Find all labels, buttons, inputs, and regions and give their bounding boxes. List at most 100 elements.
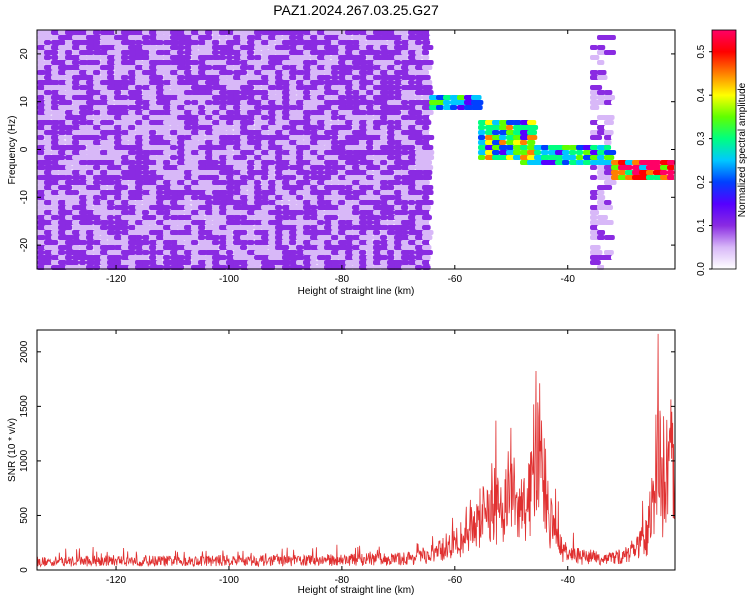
heatmap-cell [121, 225, 129, 230]
heatmap-cell [219, 160, 227, 165]
heatmap-cell [121, 160, 130, 165]
heatmap-cell [219, 55, 227, 60]
heatmap-cell [86, 75, 94, 80]
heatmap-cell [303, 155, 313, 160]
heatmap-cell [513, 120, 522, 125]
heatmap-cell [100, 170, 108, 175]
heatmap-cell [590, 45, 598, 50]
heatmap-cell [604, 140, 612, 145]
heatmap-cell [212, 185, 221, 190]
heatmap-cell [282, 260, 292, 265]
heatmap-cell [212, 240, 220, 245]
heatmap-cell [156, 30, 165, 35]
heatmap-cell [184, 195, 193, 200]
heatmap-cell [247, 65, 256, 70]
heatmap-cell [289, 170, 297, 175]
heatmap-cell [331, 80, 340, 85]
heatmap-cell [422, 60, 434, 65]
heatmap-cell [261, 185, 270, 190]
heatmap-cell [93, 65, 103, 70]
heatmap-cell [212, 50, 220, 55]
heatmap-cell [569, 250, 578, 255]
heatmap-cell [65, 190, 75, 195]
heatmap-cell [107, 165, 117, 170]
heatmap-cell [576, 150, 584, 155]
heatmap-cell [254, 60, 263, 65]
heatmap-cell [93, 245, 103, 250]
heatmap-cell [373, 180, 382, 185]
heatmap-cell [590, 75, 599, 80]
heatmap-cell [114, 255, 123, 260]
heatmap-cell [100, 155, 109, 160]
spectrogram-y-axis-label: Frequency (Hz) [7, 116, 18, 185]
heatmap-cell [170, 125, 179, 130]
heatmap-cell [198, 30, 207, 35]
heatmap-cell [226, 180, 236, 185]
heatmap-cell [422, 85, 433, 90]
heatmap-cell [275, 65, 284, 70]
heatmap-cell [51, 195, 59, 200]
heatmap-cell [163, 125, 171, 130]
heatmap-cell [506, 125, 514, 130]
heatmap-cell [359, 155, 369, 160]
heatmap-cell [331, 180, 340, 185]
heatmap-cell [100, 195, 109, 200]
heatmap-cell [597, 205, 606, 210]
heatmap-cell [86, 110, 94, 115]
heatmap-cell [569, 35, 578, 40]
heatmap-cell [422, 130, 431, 135]
heatmap-cell [345, 150, 354, 155]
heatmap-cell [408, 120, 417, 125]
heatmap-cell [212, 245, 220, 250]
heatmap-cell [163, 210, 172, 215]
heatmap-cell [177, 145, 187, 150]
heatmap-cell [310, 30, 320, 35]
heatmap-cell [359, 55, 367, 60]
heatmap-cell [163, 235, 172, 240]
heatmap-cell [534, 40, 546, 45]
heatmap-cell [338, 90, 346, 95]
heatmap-cell [527, 210, 536, 215]
heatmap-cell [170, 115, 180, 120]
heatmap-cell [289, 75, 297, 80]
heatmap-cell [436, 105, 444, 110]
heatmap-cell [422, 185, 434, 190]
heatmap-cell [324, 180, 332, 185]
heatmap-cell [345, 235, 354, 240]
heatmap-cell [268, 190, 278, 195]
heatmap-cell [639, 165, 648, 170]
heatmap-cell [352, 35, 362, 40]
heatmap-cell [72, 70, 81, 75]
heatmap-cell [443, 95, 452, 100]
heatmap-cell [177, 185, 186, 190]
heatmap-cell [310, 260, 318, 265]
heatmap-cell [303, 60, 312, 65]
heatmap-cell [142, 30, 151, 35]
heatmap-cell [177, 50, 185, 55]
heatmap-cell [135, 215, 143, 220]
heatmap-cell [555, 250, 563, 255]
heatmap-cell [366, 45, 376, 50]
heatmap-cell [247, 85, 255, 90]
heatmap-cell [240, 70, 248, 75]
heatmap-cell [310, 215, 320, 220]
heatmap-cell [58, 130, 67, 135]
heatmap-cell [135, 35, 144, 40]
heatmap-cell [401, 205, 409, 210]
heatmap-cell [310, 85, 320, 90]
heatmap-cell [590, 165, 597, 170]
heatmap-cell [51, 80, 60, 85]
heatmap-cell [422, 245, 432, 250]
heatmap-cell [233, 185, 243, 190]
heatmap-cell [324, 235, 334, 240]
heatmap-cell [611, 170, 619, 175]
heatmap-cell [422, 255, 431, 260]
heatmap-cell [177, 180, 187, 185]
heatmap-cell [310, 60, 318, 65]
heatmap-cell [331, 215, 339, 220]
heatmap-cell [506, 90, 514, 95]
heatmap-cell [562, 85, 574, 90]
heatmap-cell [436, 75, 445, 80]
heatmap-cell [142, 125, 151, 130]
heatmap-cell [163, 60, 172, 65]
